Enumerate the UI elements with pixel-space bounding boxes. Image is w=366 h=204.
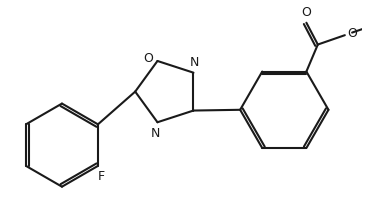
Text: O: O	[143, 52, 153, 65]
Text: N: N	[190, 55, 199, 69]
Text: N: N	[151, 128, 160, 140]
Text: O: O	[347, 27, 357, 40]
Text: F: F	[97, 170, 105, 183]
Text: O: O	[302, 6, 311, 19]
